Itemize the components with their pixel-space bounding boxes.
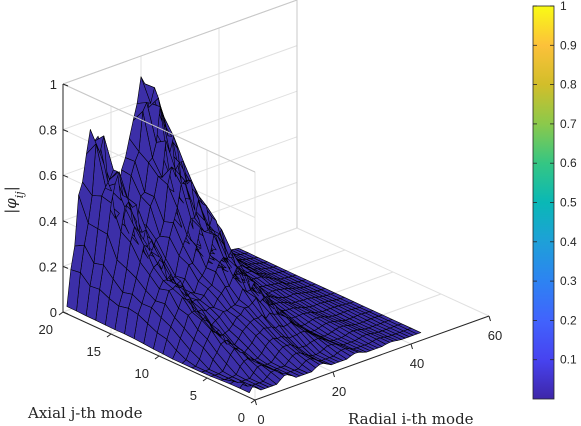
x-tick-mark <box>488 315 491 322</box>
colorbar-tick-label: 0.3 <box>560 274 577 288</box>
y-tick-label: 5 <box>190 388 197 403</box>
axes-lines <box>62 0 490 401</box>
y-axis-label: Axial j-th mode <box>27 404 143 422</box>
x-tick-mark <box>254 399 257 406</box>
colorbar-tick-label: 1 <box>560 0 567 13</box>
z-tick-label: 0 <box>50 305 57 320</box>
x-tick-label: 40 <box>410 356 424 371</box>
z-label-subscript: ij <box>13 191 26 199</box>
z-label-bar: | <box>2 209 20 214</box>
y-tick-mark <box>58 311 64 316</box>
x-tick-mark <box>332 371 335 378</box>
z-label-phi: φ <box>2 198 20 209</box>
y-tick-label: 10 <box>135 366 149 381</box>
z-label-bar-end: | <box>2 186 20 191</box>
z-tick-mark <box>62 311 69 315</box>
y-tick-label: 15 <box>87 344 101 359</box>
y-tick-label: 0 <box>238 410 245 425</box>
colorbar-tick-label: 0.8 <box>560 78 577 92</box>
colorbar-tick-label: 0.7 <box>560 117 577 131</box>
colorbar-tick-label: 0.5 <box>560 196 577 210</box>
z-axis-label: |φij| <box>2 186 26 214</box>
box-edge <box>62 83 256 173</box>
colorbar-tick-label: 0.2 <box>560 313 577 327</box>
z-tick-label: 0.8 <box>39 123 57 138</box>
box-edge <box>62 0 298 85</box>
grid-line-z-back <box>62 45 298 131</box>
z-tick-mark <box>62 129 69 133</box>
x-tick-mark <box>410 343 413 350</box>
z-tick-mark <box>62 220 69 224</box>
x-tick-label: 0 <box>257 412 264 426</box>
colorbar-tick-label: 0.9 <box>560 38 577 52</box>
x-axis-line <box>254 315 490 401</box>
y-tick-mark <box>106 333 112 338</box>
x-tick-label: 60 <box>488 328 502 343</box>
tick-labels: 0 20 40 60 0 5 10 15 20 0 0.2 0.4 0.6 0.8 1 <box>39 77 503 426</box>
x-axis-label: Radial i-th mode <box>348 410 474 426</box>
x-tick-label: 20 <box>332 384 346 399</box>
z-tick-label: 0.2 <box>39 259 57 274</box>
colorbar: 0.1 0.2 0.3 0.4 0.5 0.6 0.7 0.8 0.9 1 <box>532 0 577 400</box>
y-tick-mark <box>250 399 256 404</box>
colorbar-tick-label: 0.4 <box>560 235 577 249</box>
colorbar-tick-label: 0.1 <box>560 353 577 367</box>
z-tick-label: 0.4 <box>39 214 57 229</box>
z-tick-label: 1 <box>50 77 57 92</box>
surface-mesh <box>66 76 422 394</box>
surface-cell <box>66 269 81 312</box>
y-tick-mark <box>202 377 208 382</box>
z-tick-mark <box>62 83 69 87</box>
z-tick-mark <box>62 174 69 178</box>
y-tick-mark <box>154 355 160 360</box>
z-tick-label: 0.6 <box>39 168 57 183</box>
z-tick-mark <box>62 265 69 269</box>
colorbar-tick-label: 0.6 <box>560 156 577 170</box>
y-tick-label: 20 <box>39 322 53 337</box>
